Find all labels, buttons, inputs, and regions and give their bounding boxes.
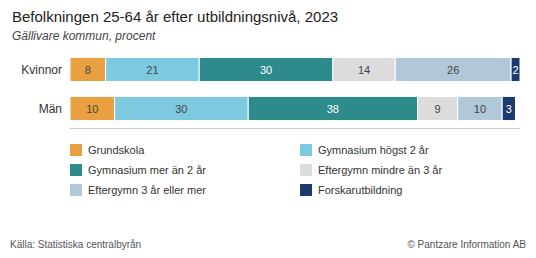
legend-swatch: [70, 184, 82, 196]
data-label: 10: [474, 103, 486, 115]
data-labels: 8 10 21 30 30 38 14 9 26 10 2 3: [85, 64, 519, 115]
data-label: 14: [358, 64, 370, 76]
legend-entry: Gymnasium mer än 2 år: [88, 164, 206, 176]
y-axis: Kvinnor Män: [21, 63, 62, 116]
legend-entry: Eftergymn mindre än 3 år: [318, 164, 442, 176]
title: Befolkningen 25-64 år efter utbildningsn…: [12, 8, 338, 25]
data-label: 30: [175, 103, 187, 115]
data-label: 26: [447, 64, 459, 76]
legend-entry: Gymnasium högst 2 år: [318, 144, 429, 156]
data-label: 8: [85, 64, 91, 76]
legend-swatch: [300, 144, 312, 156]
bar-segment: [511, 57, 520, 81]
data-label: 9: [435, 103, 441, 115]
x-axis-line: [70, 128, 520, 129]
legend-entry: Grundskola: [88, 144, 145, 156]
bar-segment: [199, 57, 333, 81]
legend-swatch: [70, 164, 82, 176]
bar-segment: [395, 57, 511, 81]
bar-segment: [106, 57, 200, 81]
legend-entry: Eftergymn 3 år eller mer: [88, 184, 206, 196]
legend-entry: Forskarutbildning: [318, 184, 402, 196]
category-label: Män: [39, 102, 62, 116]
annotation: Källa: Statistiska centralbyrån: [10, 239, 141, 250]
bar-segment: [70, 57, 106, 81]
bar-segment: [70, 96, 115, 120]
legend-swatch: [70, 144, 82, 156]
data-label: 3: [506, 103, 512, 115]
legend: Grundskola Gymnasium högst 2 år Gymnasium …: [70, 144, 442, 196]
data-label: 2: [512, 64, 518, 76]
bar-segment: [502, 96, 515, 120]
legend-swatch: [300, 184, 312, 196]
chart: Befolkningen 25-64 år efter utbildningsn…: [0, 0, 536, 258]
data-label: 38: [327, 103, 339, 115]
legend-swatch: [300, 164, 312, 176]
data-label: 30: [260, 64, 272, 76]
bar-segment: [418, 96, 458, 120]
category-label: Kvinnor: [21, 63, 62, 77]
bar-segment: [248, 96, 417, 120]
bars: [70, 57, 520, 120]
data-label: 21: [146, 64, 158, 76]
data-label: 10: [86, 103, 98, 115]
bar-segment: [458, 96, 503, 120]
subtitle: Gällivare kommun, procent: [12, 29, 156, 43]
bar-segment: [333, 57, 395, 81]
bar-segment: [115, 96, 249, 120]
annotation: © Pantzare Information AB: [407, 239, 526, 250]
